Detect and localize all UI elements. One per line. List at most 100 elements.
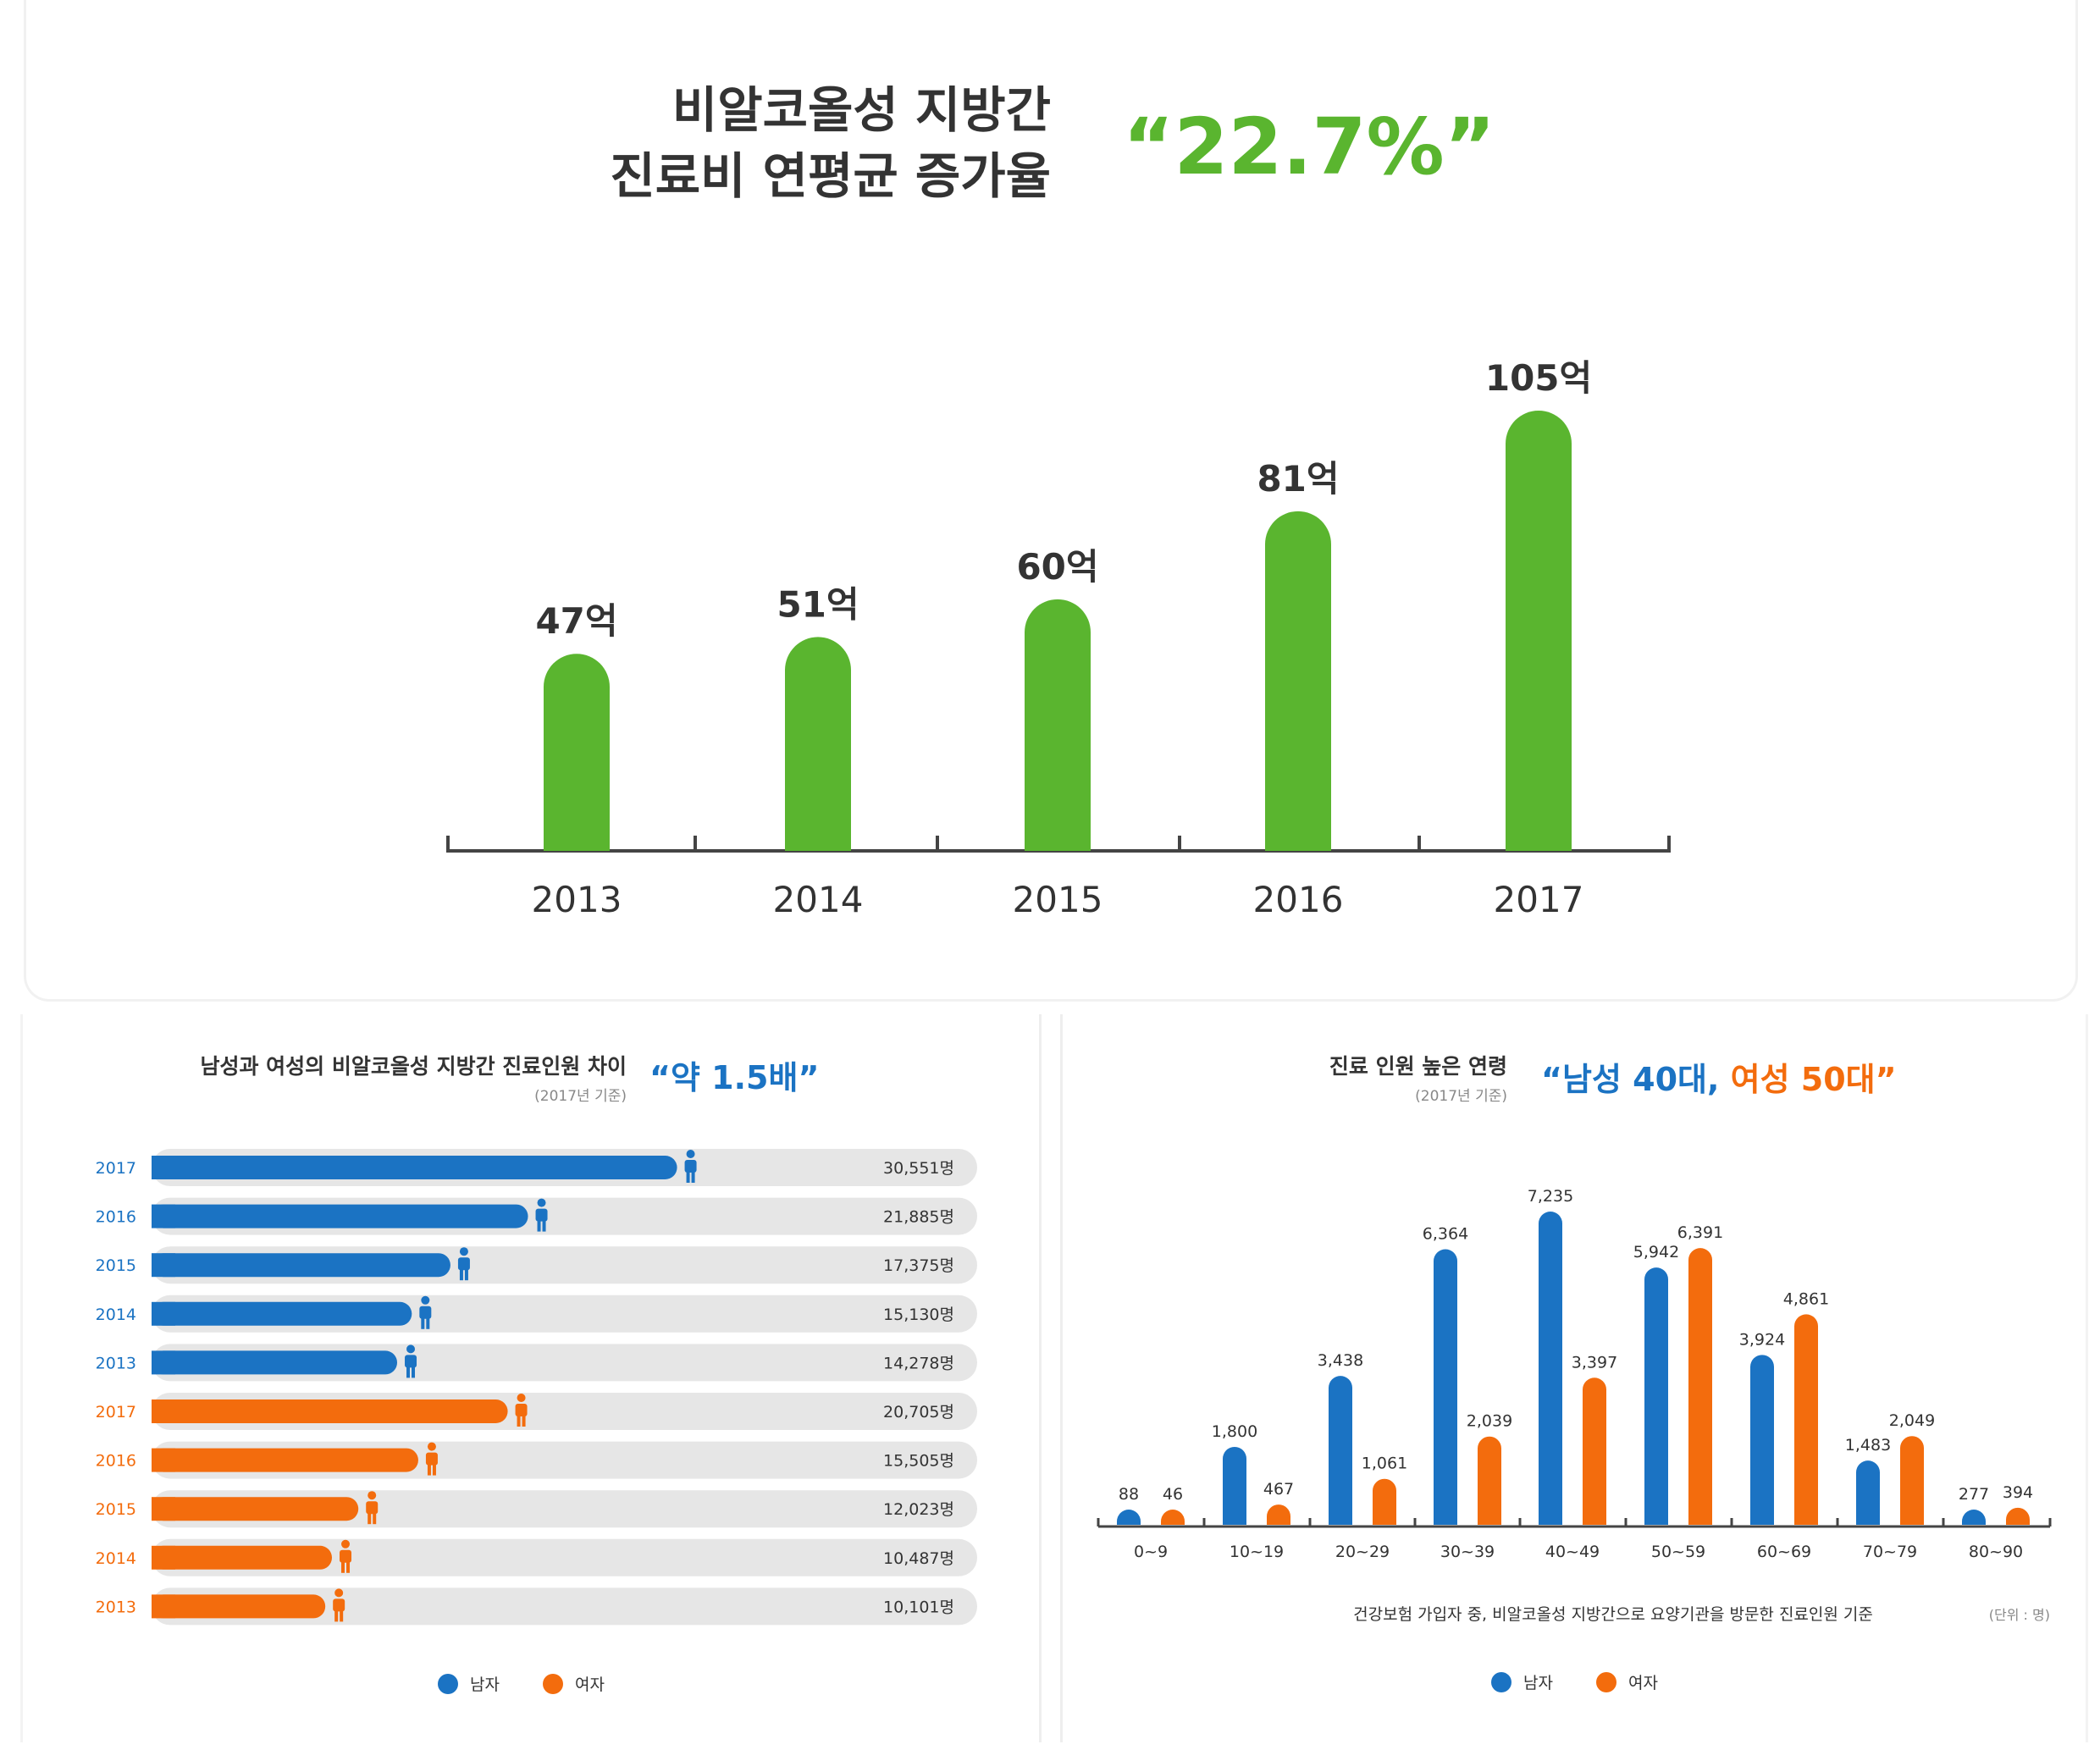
age-value-label: 1,483 xyxy=(1845,1436,1891,1455)
cost-bar-2014 xyxy=(785,637,851,851)
age-bar-male-10~19 xyxy=(1223,1446,1246,1525)
age-value-label: 6,391 xyxy=(1677,1223,1723,1242)
legend-male-dot xyxy=(438,1674,458,1694)
legend-female-dot xyxy=(1596,1672,1616,1692)
age-value-label: 1,800 xyxy=(1212,1422,1257,1441)
person-icon xyxy=(425,1442,438,1476)
cost-year-label: 2013 xyxy=(532,879,622,920)
person-icon xyxy=(515,1394,528,1427)
age-bar-male-70~79 xyxy=(1856,1460,1880,1525)
gender-bar-female-2013 xyxy=(152,1594,326,1619)
legend-male-label: 남자 xyxy=(470,1675,500,1694)
age-highlight-close: ” xyxy=(1876,1061,1897,1098)
gender-bar-track xyxy=(152,1587,977,1626)
cost-value-label: 81억 xyxy=(1257,458,1339,500)
gender-year-label: 2014 xyxy=(96,1306,136,1324)
gender-bar-male-2016 xyxy=(152,1204,528,1228)
cost-bar-2017 xyxy=(1506,411,1572,851)
gender-value-label: 15,505명 xyxy=(883,1452,954,1471)
person-icon xyxy=(535,1198,548,1232)
age-category-label: 30~39 xyxy=(1440,1543,1495,1561)
gender-year-label: 2013 xyxy=(96,1598,136,1616)
age-bar-female-80~90 xyxy=(2006,1507,2030,1525)
cost-value-label: 105억 xyxy=(1485,357,1592,399)
gender-value-label: 14,278명 xyxy=(883,1354,954,1372)
age-value-label: 3,924 xyxy=(1739,1330,1785,1349)
age-chart-panel: 진료 인원 높은 연령 (2017년 기준) “남성 40대, 여성 50대” … xyxy=(1060,1014,2088,1742)
age-value-label: 3,397 xyxy=(1572,1353,1617,1372)
legend-female-label: 여자 xyxy=(575,1675,605,1694)
gender-bar-start-male-2017 xyxy=(152,1156,175,1179)
age-category-label: 10~19 xyxy=(1230,1543,1284,1561)
cost-value-label: 60억 xyxy=(1016,546,1098,588)
gender-value-label: 10,487명 xyxy=(883,1549,954,1568)
age-value-label: 46 xyxy=(1163,1485,1183,1504)
age-highlight-male: 남성 40대, xyxy=(1562,1061,1719,1098)
age-category-label: 20~29 xyxy=(1335,1543,1390,1561)
age-value-label: 6,364 xyxy=(1423,1225,1468,1244)
age-category-label: 50~59 xyxy=(1651,1543,1705,1561)
gender-value-label: 15,130명 xyxy=(883,1306,954,1324)
age-value-label: 3,438 xyxy=(1318,1351,1363,1370)
gender-bar-start-male-2016 xyxy=(152,1204,175,1228)
cost-value-label: 47억 xyxy=(535,600,617,642)
age-subtitle: (2017년 기준) xyxy=(1415,1088,1507,1105)
age-footnote: 건강보험 가입자 중, 비알코올성 지방간으로 요양기관을 방문한 진료인원 기… xyxy=(1353,1605,1873,1624)
age-value-label: 467 xyxy=(1263,1480,1294,1499)
age-value-label: 7,235 xyxy=(1528,1187,1573,1206)
age-bar-female-60~69 xyxy=(1794,1314,1818,1525)
age-title: 진료 인원 높은 연령 xyxy=(1329,1054,1507,1079)
gender-value-label: 30,551명 xyxy=(883,1159,954,1178)
gender-title: 남성과 여성의 비알코올성 지방간 진료인원 차이 xyxy=(200,1054,627,1079)
gender-year-label: 2013 xyxy=(96,1354,136,1372)
age-bar-male-40~49 xyxy=(1539,1212,1562,1525)
gender-bar-male-2017 xyxy=(152,1156,677,1179)
legend-male-label: 남자 xyxy=(1523,1674,1553,1692)
person-icon xyxy=(366,1491,379,1525)
gender-year-label: 2015 xyxy=(96,1500,136,1519)
person-icon xyxy=(684,1150,697,1183)
gender-bar-track xyxy=(152,1538,977,1576)
person-icon xyxy=(333,1588,345,1622)
age-bar-male-0~9 xyxy=(1117,1510,1141,1525)
gender-value-label: 20,705명 xyxy=(883,1403,954,1422)
age-value-label: 88 xyxy=(1119,1485,1139,1504)
age-value-label: 1,061 xyxy=(1362,1455,1407,1473)
age-value-label: 5,942 xyxy=(1633,1243,1679,1261)
gender-year-label: 2016 xyxy=(96,1452,136,1471)
gender-bar-female-2017 xyxy=(152,1399,508,1423)
age-bar-female-20~29 xyxy=(1373,1478,1396,1525)
age-highlight-female: 여성 50대 xyxy=(1719,1061,1875,1098)
cost-chart: 비알코올성 지방간 진료비 연평균 증가율 “22.7%” 47억 2013 51억… xyxy=(446,81,1671,920)
cost-bar-2015 xyxy=(1025,599,1091,851)
gender-value-label: 12,023명 xyxy=(883,1500,954,1519)
age-value-label: 4,861 xyxy=(1783,1289,1829,1308)
person-icon xyxy=(419,1295,432,1329)
age-value-label: 2,049 xyxy=(1889,1411,1935,1430)
age-highlight: “남성 40대, 여성 50대” xyxy=(1541,1061,1897,1098)
gender-bar-start-male-2015 xyxy=(152,1253,175,1278)
age-category-label: 60~69 xyxy=(1757,1543,1811,1561)
gender-year-label: 2014 xyxy=(96,1549,136,1568)
age-category-label: 0~9 xyxy=(1134,1543,1168,1561)
cost-year-label: 2015 xyxy=(1013,879,1103,920)
gender-chart-panel: 남성과 여성의 비알코올성 지방간 진료인원 차이 (2017년 기준) “약 … xyxy=(20,1014,1042,1742)
cost-value-label: 51억 xyxy=(776,583,859,625)
gender-bar-female-2016 xyxy=(152,1448,418,1472)
legend-female-dot xyxy=(543,1674,563,1694)
legend-female-label: 여자 xyxy=(1628,1674,1658,1692)
gender-bar-start-female-2014 xyxy=(152,1545,175,1570)
age-bar-male-20~29 xyxy=(1329,1376,1352,1525)
cost-title-line2: 진료비 연평균 증가율 xyxy=(610,147,1051,205)
cost-bar-2013 xyxy=(544,654,610,851)
age-bar-male-30~39 xyxy=(1434,1249,1457,1525)
gender-bar-start-male-2014 xyxy=(152,1301,175,1326)
cost-year-label: 2017 xyxy=(1494,879,1584,920)
gender-ratio-highlight: “약 1.5배” xyxy=(649,1059,819,1096)
cost-growth-rate: “22.7%” xyxy=(1123,102,1495,192)
gender-value-label: 17,375명 xyxy=(883,1256,954,1275)
person-icon xyxy=(340,1539,352,1573)
age-value-label: 2,039 xyxy=(1467,1412,1512,1431)
age-value-label: 277 xyxy=(1959,1485,1989,1504)
gender-bar-female-2014 xyxy=(152,1545,333,1570)
